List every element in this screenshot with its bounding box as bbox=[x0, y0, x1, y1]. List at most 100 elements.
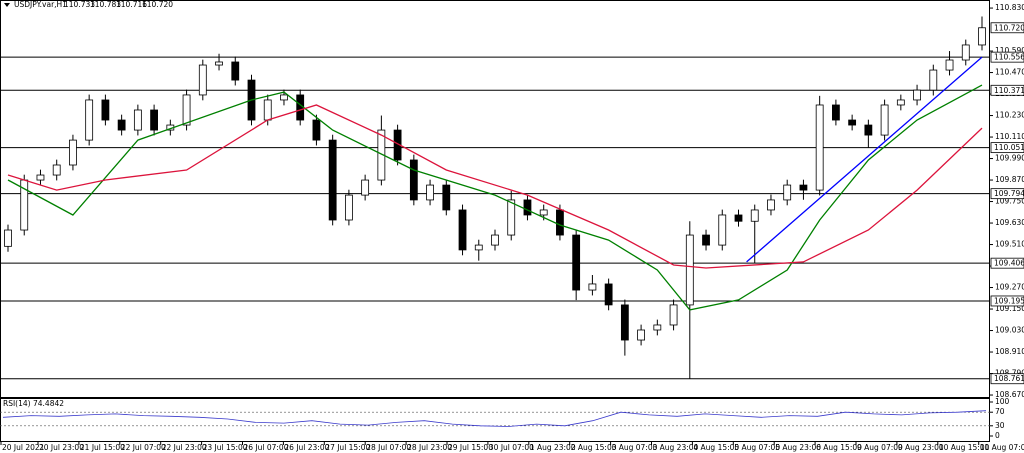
y-tick-label: 110.230 bbox=[995, 111, 1024, 120]
x-tick-label: 4 Aug 15:00 bbox=[693, 443, 739, 452]
x-tick-label: 28 Jul 07:00 bbox=[366, 443, 411, 452]
level-label: 110.556 bbox=[994, 53, 1024, 62]
x-tick-label: 9 Aug 07:00 bbox=[857, 443, 903, 452]
rsi-value: 74.4842 bbox=[33, 399, 64, 408]
level-label: 109.406 bbox=[994, 259, 1024, 268]
level-label-box bbox=[990, 142, 1024, 154]
x-tick-label: 3 Aug 07:00 bbox=[612, 443, 658, 452]
level-label-box bbox=[990, 188, 1024, 200]
overlay-line bbox=[746, 56, 983, 263]
candle-body bbox=[929, 69, 938, 91]
y-tick-label: 110.470 bbox=[995, 68, 1024, 77]
level-label: 109.195 bbox=[994, 296, 1024, 305]
candle-body bbox=[150, 109, 159, 131]
y-tick-label: 110.590 bbox=[995, 46, 1024, 55]
candle-body bbox=[604, 283, 613, 306]
candle-body bbox=[491, 234, 499, 246]
y-tick-label: 109.510 bbox=[995, 240, 1024, 249]
x-tick-label: 5 Aug 23:00 bbox=[775, 443, 821, 452]
candle-body bbox=[539, 209, 548, 216]
candle-body bbox=[653, 324, 662, 331]
candle-body bbox=[961, 44, 970, 61]
candle-body bbox=[523, 199, 532, 216]
y-tick-label: 109.150 bbox=[995, 304, 1024, 313]
candle-body bbox=[133, 109, 142, 131]
header-value: 110.783 bbox=[90, 0, 121, 9]
candle-body bbox=[815, 104, 824, 191]
y-tick-label: 110.830 bbox=[995, 3, 1024, 12]
x-tick-label: 1 Aug 23:00 bbox=[530, 443, 576, 452]
level-label: 108.761 bbox=[994, 374, 1024, 383]
candle-body bbox=[556, 209, 564, 236]
header-value: 110.733 bbox=[64, 0, 95, 9]
level-label-box bbox=[990, 373, 1024, 385]
candle-body bbox=[36, 174, 45, 181]
y-tick-label: 108.790 bbox=[995, 369, 1024, 378]
level-label-box bbox=[990, 51, 1024, 63]
candle-body bbox=[426, 184, 434, 201]
y-tick-label: 109.030 bbox=[995, 326, 1024, 335]
candle-body bbox=[361, 179, 370, 196]
menu-arrow[interactable] bbox=[4, 3, 10, 7]
candle-body bbox=[263, 99, 272, 121]
candle-body bbox=[978, 27, 986, 46]
candle-body bbox=[913, 89, 921, 101]
x-tick-label: 9 Aug 23:00 bbox=[898, 443, 944, 452]
x-tick-label: 11 Aug 07:00 bbox=[980, 443, 1024, 452]
candle-body bbox=[458, 209, 467, 251]
candle-body bbox=[507, 199, 516, 236]
main-frame bbox=[0, 0, 990, 398]
current-price-label: 110.720 bbox=[994, 23, 1024, 32]
x-tick-label: 5 Aug 07:00 bbox=[734, 443, 780, 452]
x-tick-label: 29 Jul 15:00 bbox=[448, 443, 493, 452]
candle-body bbox=[750, 209, 759, 222]
candle-body bbox=[620, 304, 629, 341]
x-tick-label: 20 Jul 23:00 bbox=[39, 443, 84, 452]
rsi-line bbox=[2, 410, 987, 427]
candle-body bbox=[848, 119, 857, 126]
candle-body bbox=[572, 234, 581, 291]
candle-body bbox=[231, 61, 240, 81]
x-tick-label: 22 Jul 23:00 bbox=[162, 443, 207, 452]
candle-body bbox=[588, 283, 597, 291]
candle-body bbox=[685, 234, 694, 306]
candle-body bbox=[344, 194, 353, 221]
y-tick-label: 109.870 bbox=[995, 175, 1024, 184]
candle-body bbox=[69, 139, 77, 166]
x-tick-label: 26 Jul 07:00 bbox=[244, 443, 289, 452]
candle-body bbox=[799, 184, 808, 191]
candle-body bbox=[52, 164, 61, 176]
candle-body bbox=[783, 184, 792, 201]
x-tick-label: 6 Aug 15:00 bbox=[816, 443, 862, 452]
y-tick-label: 108.910 bbox=[995, 347, 1024, 356]
candle-body bbox=[832, 104, 840, 121]
candle-body bbox=[409, 159, 418, 201]
x-tick-label: 30 Jul 07:00 bbox=[489, 443, 534, 452]
chart-title: USDJPY.var,H1 bbox=[14, 0, 67, 9]
x-tick-label: 3 Aug 23:00 bbox=[653, 443, 699, 452]
candle-body bbox=[312, 119, 321, 141]
y-tick-label: 109.990 bbox=[995, 154, 1024, 163]
y-tick-label: 109.270 bbox=[995, 283, 1024, 292]
x-tick-label: 23 Jul 15:00 bbox=[203, 443, 248, 452]
x-tick-label: 28 Jul 23:00 bbox=[407, 443, 452, 452]
rsi-tick-label: 30 bbox=[995, 421, 1005, 430]
header-value: 110.716 bbox=[116, 0, 147, 9]
x-tick-label: 22 Jul 07:00 bbox=[121, 443, 166, 452]
overlay-line bbox=[7, 104, 983, 269]
candle-body bbox=[85, 99, 94, 141]
level-label-box bbox=[990, 295, 1024, 307]
candle-body bbox=[880, 104, 889, 136]
candle-body bbox=[669, 304, 678, 326]
candle-body bbox=[734, 214, 743, 222]
rsi-tick-label: 70 bbox=[995, 407, 1005, 416]
candle-body bbox=[945, 59, 954, 71]
y-tick-label: 108.670 bbox=[995, 390, 1024, 399]
candle-body bbox=[896, 99, 905, 106]
candle-body bbox=[215, 61, 223, 66]
y-tick-label: 109.750 bbox=[995, 197, 1024, 206]
candle-body bbox=[198, 64, 207, 96]
header-value: 110.720 bbox=[142, 0, 173, 9]
